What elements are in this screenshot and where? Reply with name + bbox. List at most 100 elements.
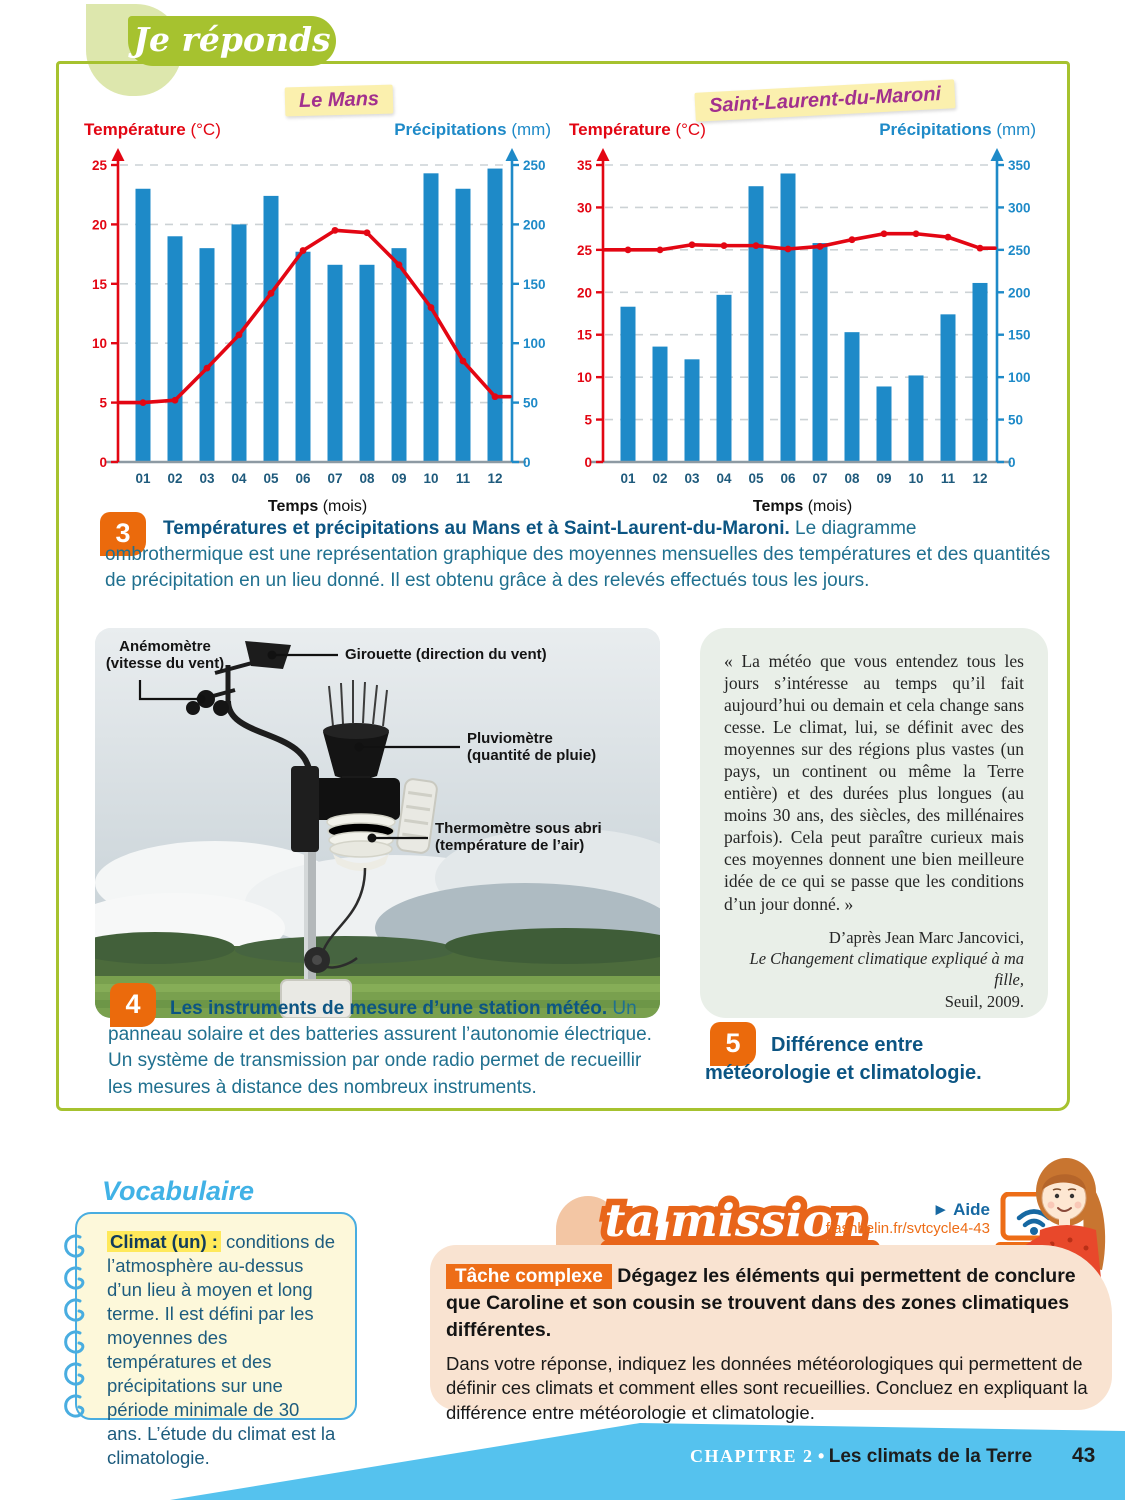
left-axis-title: Température (°C) <box>84 120 221 139</box>
mission-box: Tâche complexe Dégagez les éléments qui … <box>430 1245 1112 1423</box>
svg-text:15: 15 <box>92 277 108 292</box>
svg-text:01: 01 <box>620 471 636 486</box>
svg-text:07: 07 <box>327 471 342 486</box>
label-pluviometre: Pluviomètre (quantité de pluie) <box>467 730 597 765</box>
svg-text:09: 09 <box>391 471 406 486</box>
svg-text:05: 05 <box>748 471 764 486</box>
mission-task: Tâche complexe Dégagez les éléments qui … <box>446 1264 1076 1342</box>
quote-box: « La météo que vous entendez tous les jo… <box>700 628 1048 1018</box>
axis-labels-row: Température (°C) Précipitations (mm) <box>84 120 551 140</box>
svg-text:100: 100 <box>1008 370 1031 385</box>
svg-text:0: 0 <box>584 455 592 470</box>
svg-text:02: 02 <box>652 471 667 486</box>
figure-number-badge: 5 <box>710 1022 756 1066</box>
vocab-definition: conditions de l’atmosphère au-dessus d’u… <box>107 1231 336 1469</box>
figure5-caption: Différence entre météorologie et climato… <box>705 1034 982 1084</box>
svg-text:03: 03 <box>199 471 215 486</box>
weather-station-scene <box>95 628 660 1018</box>
x-axis-title: Temps (mois) <box>752 498 853 515</box>
svg-text:150: 150 <box>1008 328 1031 343</box>
svg-text:25: 25 <box>577 243 593 258</box>
svg-text:08: 08 <box>359 471 375 486</box>
svg-text:300: 300 <box>1008 200 1031 215</box>
aide-link[interactable]: ► Aide <box>932 1200 990 1219</box>
svg-text:02: 02 <box>167 471 182 486</box>
svg-text:50: 50 <box>523 396 538 411</box>
svg-text:09: 09 <box>876 471 891 486</box>
svg-text:03: 03 <box>684 471 700 486</box>
svg-text:11: 11 <box>456 471 471 486</box>
vocabulaire-card: Climat (un) : conditions de l’atmosphère… <box>75 1212 357 1468</box>
page-number: 43 <box>1072 1444 1096 1467</box>
weather-station-photo: Anémomètre (vitesse du vent) Girouette (… <box>95 628 660 1018</box>
svg-text:01: 01 <box>135 471 151 486</box>
svg-text:10: 10 <box>92 336 107 351</box>
chart-title-tab: Le Mans <box>284 84 394 117</box>
quote-text: « La météo que vous entendez tous les jo… <box>724 651 1024 914</box>
svg-text:20: 20 <box>577 285 592 300</box>
label-anemometre: Anémomètre (vitesse du vent) <box>105 638 225 673</box>
figure-number-badge: 4 <box>110 983 156 1027</box>
svg-text:12: 12 <box>487 471 502 486</box>
x-axis-title: Temps (mois) <box>267 498 368 515</box>
aide-block: ► Aide flashbelin.fr/svtcycle4-43 <box>790 1200 990 1237</box>
svg-text:0: 0 <box>1008 455 1016 470</box>
figure-number-badge: 3 <box>100 512 146 556</box>
figure3-caption: Températures et précipitations au Mans e… <box>105 518 1051 592</box>
svg-text:10: 10 <box>423 471 438 486</box>
svg-text:10: 10 <box>908 471 923 486</box>
chart-title-tab: Saint-Laurent-du-Maroni <box>694 79 956 122</box>
svg-text:5: 5 <box>584 413 592 428</box>
mission-instructions: Dans votre réponse, indiquez les données… <box>446 1353 1088 1423</box>
footer-chapter: CHAPITRE 2 • Les climats de la Terre <box>690 1446 1033 1467</box>
svg-text:50: 50 <box>1008 413 1023 428</box>
section-header: Je réponds <box>128 16 336 66</box>
svg-text:04: 04 <box>716 471 732 486</box>
svg-text:30: 30 <box>577 200 592 215</box>
svg-text:0: 0 <box>523 455 531 470</box>
spiral-binding <box>54 1232 90 1422</box>
svg-text:5: 5 <box>99 396 107 411</box>
svg-text:25: 25 <box>92 158 108 173</box>
vocab-term: Climat (un) : <box>107 1231 221 1252</box>
svg-text:200: 200 <box>523 217 546 232</box>
right-axis-title: Précipitations (mm) <box>394 120 551 139</box>
svg-text:350: 350 <box>1008 158 1031 173</box>
tache-complexe-badge: Tâche complexe <box>446 1264 612 1289</box>
right-axis-title: Précipitations (mm) <box>879 120 1036 139</box>
svg-text:250: 250 <box>523 158 546 173</box>
svg-text:35: 35 <box>577 158 593 173</box>
svg-text:08: 08 <box>844 471 860 486</box>
quote-source: D’après Jean Marc Jancovici, Le Changeme… <box>749 927 1024 1011</box>
svg-text:05: 05 <box>263 471 279 486</box>
svg-text:150: 150 <box>523 277 546 292</box>
svg-text:06: 06 <box>295 471 311 486</box>
svg-text:0: 0 <box>99 455 107 470</box>
chart-le-mans: Le Mans Température (°C) Précipitations … <box>80 84 555 516</box>
footer-band <box>0 1423 1125 1500</box>
svg-text:10: 10 <box>577 370 592 385</box>
svg-text:15: 15 <box>577 328 593 343</box>
svg-text:20: 20 <box>92 217 107 232</box>
svg-text:100: 100 <box>523 336 546 351</box>
svg-text:11: 11 <box>941 471 956 486</box>
svg-text:06: 06 <box>780 471 796 486</box>
figure4-caption: Les instruments de mesure d’une station … <box>108 998 652 1098</box>
left-axis-title: Température (°C) <box>569 120 706 139</box>
chart-saint-laurent: Saint-Laurent-du-Maroni Température (°C)… <box>565 79 1040 516</box>
svg-text:04: 04 <box>231 471 247 486</box>
axis-labels-row: Température (°C) Précipitations (mm) <box>569 120 1036 140</box>
content-frame <box>56 61 1070 1111</box>
label-thermometre: Thermomètre sous abri (température de l’… <box>435 820 602 855</box>
mission-badge: ta mission ta mission <box>598 1188 872 1254</box>
label-girouette: Girouette (direction du vent) <box>345 646 547 663</box>
vocabulaire-title: Vocabulaire <box>102 1176 255 1206</box>
svg-text:200: 200 <box>1008 285 1031 300</box>
svg-text:07: 07 <box>812 471 827 486</box>
svg-text:250: 250 <box>1008 243 1031 258</box>
aide-url-link[interactable]: flashbelin.fr/svtcycle4-43 <box>825 1220 990 1237</box>
svg-text:12: 12 <box>972 471 987 486</box>
